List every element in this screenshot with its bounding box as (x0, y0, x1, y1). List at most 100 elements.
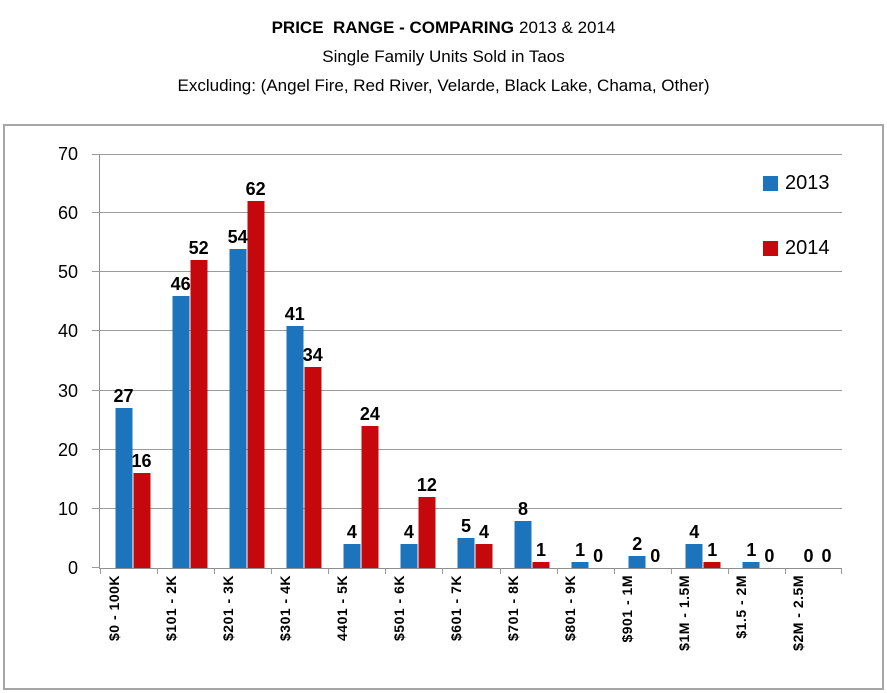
y-tick-label: 0 (67, 558, 78, 578)
y-tickmark (92, 271, 100, 272)
chart-title: PRICE RANGE - COMPARING 2013 & 2014 (0, 13, 887, 42)
bar-pair: 27 16 (114, 386, 152, 568)
x-tickmark (557, 568, 558, 574)
data-label: 0 (821, 546, 832, 566)
bar-2013: 27 (114, 386, 134, 568)
y-tickmark (92, 330, 100, 331)
data-label: 12 (416, 475, 437, 496)
data-label: 24 (359, 404, 380, 425)
gridline (100, 212, 842, 213)
y-tick-label: 50 (57, 262, 78, 282)
chart-title-bold: PRICE RANGE - COMPARING (271, 18, 514, 37)
bar-2014: 1 (703, 540, 721, 568)
bar-2014: 12 (417, 475, 437, 568)
chart-frame: 0 10 20 30 40 50 60 70 27 16 $0 - 100K 46 52 $101 - … (3, 124, 884, 690)
x-tickmark (214, 568, 215, 574)
data-label: 1 (707, 540, 718, 561)
x-tickmark (614, 568, 615, 574)
data-label: 4 (478, 522, 489, 543)
legend-label: 2013 (785, 171, 830, 194)
bar-2013: 54 (228, 227, 248, 568)
x-tickmark (328, 568, 329, 574)
data-label: 8 (518, 498, 529, 519)
gridline (100, 508, 842, 509)
bar-2013: 1 (571, 540, 589, 568)
chart-subtitle: Single Family Units Sold in Taos (322, 47, 565, 66)
x-tickmark (671, 568, 672, 574)
bar-2014: 1 (532, 540, 550, 568)
data-label: 0 (593, 546, 604, 566)
y-tick-label: 30 (57, 381, 78, 401)
legend-swatch-2014 (763, 240, 778, 256)
x-tick-label: $101 - 2K (162, 575, 179, 641)
y-tick-label: 70 (57, 144, 78, 164)
bar-pair: 4 24 (343, 404, 380, 568)
x-tick-label: $501 - 6K (390, 575, 407, 641)
x-tickmark (841, 568, 842, 574)
gridline (100, 449, 842, 450)
x-tickmark (500, 568, 501, 574)
bar-2014: 52 (189, 238, 209, 568)
category-group: 54 62 (214, 154, 271, 568)
y-tick-label: 10 (57, 499, 78, 519)
x-tick-label: 4401 - 5K (333, 575, 350, 641)
data-label: 27 (113, 386, 134, 407)
gridline (100, 330, 842, 331)
y-tickmark (92, 154, 100, 155)
x-tickmark (728, 568, 729, 574)
data-label: 0 (764, 546, 775, 566)
x-tick-label: $1.5 - 2M (733, 575, 750, 639)
x-tickmark (157, 568, 158, 574)
data-label: 62 (245, 179, 266, 200)
bar-pair: 4 12 (400, 475, 437, 568)
bar-2013: 8 (514, 499, 532, 568)
x-tick-label: $701 - 8K (505, 575, 522, 641)
bar-pair: 41 34 (285, 304, 323, 568)
plot-area: 27 16 $0 - 100K 46 52 $101 - 2K 54 62 $201 - 3K 4… (92, 154, 842, 651)
bar-2013: 2 (628, 534, 646, 568)
data-label: 52 (188, 238, 209, 259)
x-tick-label: $601 - 7K (448, 575, 464, 641)
y-axis-labels: 0 10 20 30 40 50 60 70 (5, 144, 78, 578)
x-tick-label: $2M - 2.5M (790, 575, 807, 651)
data-label: 34 (302, 344, 323, 365)
x-tickmark (271, 568, 272, 574)
y-tickmark (92, 390, 100, 391)
bar-2013: 4 (343, 522, 361, 568)
y-tick-label: 60 (57, 203, 78, 223)
data-label: 16 (131, 451, 152, 472)
data-label: 0 (650, 546, 661, 566)
legend-label: 2014 (785, 236, 830, 259)
x-tick-label: $1M - 1.5M (676, 575, 693, 651)
bar-2014: 4 (475, 522, 493, 568)
data-label: 1 (536, 540, 547, 561)
y-tickmark (92, 567, 100, 568)
y-tickmark (92, 212, 100, 213)
gridline (100, 271, 842, 272)
bar-2014: 24 (360, 404, 380, 568)
y-tickmark (92, 449, 100, 450)
bar-pair: 54 62 (228, 179, 266, 568)
bar-2014: 62 (246, 179, 266, 568)
x-tick-label: $301 - 4K (276, 575, 293, 641)
y-tickmark (92, 508, 100, 509)
x-tickmark (385, 568, 386, 574)
data-label: 4 (346, 522, 357, 543)
x-tick-label: $0 - 100K (105, 575, 122, 641)
chart-title-block: PRICE RANGE - COMPARING 2013 & 2014 Singl… (0, 13, 887, 100)
data-label: 4 (403, 522, 414, 543)
legend: 2013 2014 (763, 170, 830, 261)
gridline (100, 390, 842, 391)
x-tickmark (785, 568, 786, 574)
data-label: 1 (575, 540, 586, 561)
bar-2014: 16 (132, 451, 152, 568)
data-label: 2 (632, 534, 643, 555)
